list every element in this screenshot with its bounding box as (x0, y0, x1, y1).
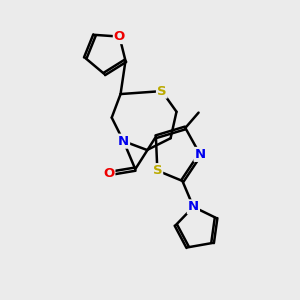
Text: O: O (114, 30, 125, 43)
Text: N: N (194, 148, 206, 161)
Text: O: O (103, 167, 114, 180)
Text: N: N (118, 135, 129, 148)
Text: S: S (152, 164, 162, 177)
Text: N: N (188, 200, 199, 213)
Text: S: S (157, 85, 166, 98)
